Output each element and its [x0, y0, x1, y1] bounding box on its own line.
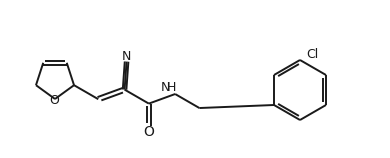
Text: N: N: [122, 50, 131, 63]
Text: N: N: [160, 81, 170, 94]
Text: H: H: [167, 81, 176, 94]
Text: O: O: [144, 125, 154, 139]
Text: Cl: Cl: [306, 48, 318, 61]
Text: O: O: [49, 94, 59, 106]
